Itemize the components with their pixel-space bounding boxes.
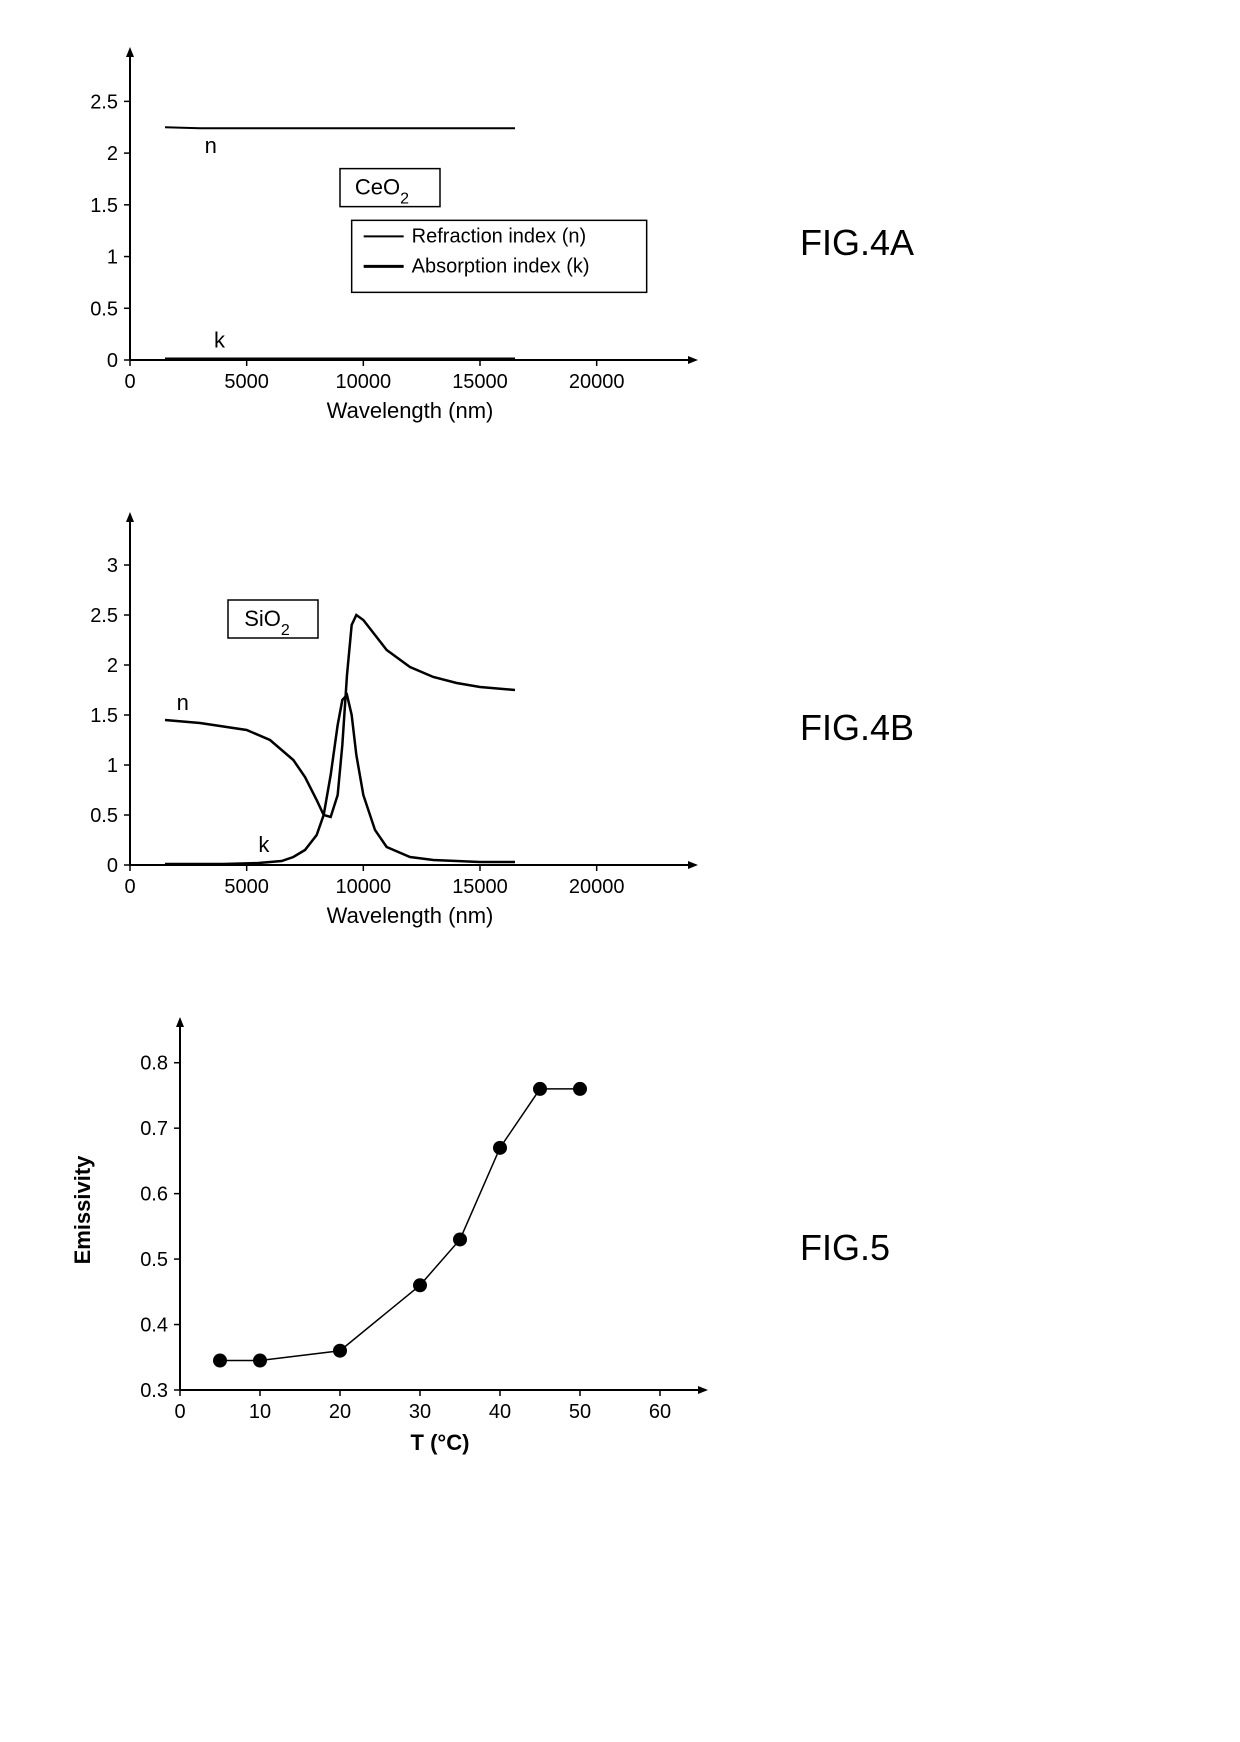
svg-text:0.3: 0.3: [140, 1380, 168, 1402]
svg-text:0.8: 0.8: [140, 1053, 168, 1075]
figure-5-label: FIG.5: [800, 1227, 890, 1269]
svg-text:0.5: 0.5: [90, 298, 118, 320]
chart-4a: 0 0.5 1 1.5 2 2.5 0 5000 10000 15000 20000 Waveleng…: [40, 40, 740, 445]
svg-text:0: 0: [124, 876, 135, 898]
svg-text:15000: 15000: [452, 876, 508, 898]
svg-text:1.5: 1.5: [90, 195, 118, 217]
svg-text:0.4: 0.4: [140, 1315, 168, 1337]
chart-5: 0.3 0.4 0.5 0.6 0.7 0.8 0 10 20 30 40 50 60 T (°C) Emi…: [40, 1010, 740, 1485]
svg-text:10: 10: [249, 1401, 271, 1423]
svg-text:0.7: 0.7: [140, 1118, 168, 1140]
svg-text:1.5: 1.5: [90, 705, 118, 727]
figure-4b-container: 0 0.5 1 1.5 2 2.5 3 0 5000 10000 15000 20000 Wavelen…: [40, 505, 1200, 950]
svg-text:50: 50: [569, 1401, 591, 1423]
svg-text:0.6: 0.6: [140, 1184, 168, 1206]
svg-text:20000: 20000: [569, 876, 625, 898]
svg-text:T (°C): T (°C): [411, 1430, 470, 1455]
svg-text:5000: 5000: [224, 876, 269, 898]
svg-text:Wavelength (nm): Wavelength (nm): [327, 398, 494, 423]
svg-text:20: 20: [329, 1401, 351, 1423]
chart-4b-svg: 0 0.5 1 1.5 2 2.5 3 0 5000 10000 15000 20000 Wavelen…: [40, 505, 740, 945]
figure-4b-label: FIG.4B: [800, 707, 914, 749]
svg-text:10000: 10000: [336, 371, 392, 393]
svg-text:2.5: 2.5: [90, 605, 118, 627]
svg-text:2: 2: [107, 655, 118, 677]
svg-text:30: 30: [409, 1401, 431, 1423]
figure-4a-label: FIG.4A: [800, 222, 914, 264]
svg-text:3: 3: [107, 555, 118, 577]
svg-text:k: k: [214, 328, 226, 353]
svg-text:Wavelength (nm): Wavelength (nm): [327, 903, 494, 928]
svg-text:15000: 15000: [452, 371, 508, 393]
svg-text:40: 40: [489, 1401, 511, 1423]
svg-text:0.5: 0.5: [140, 1249, 168, 1271]
svg-text:Refraction index (n): Refraction index (n): [412, 225, 587, 247]
svg-text:0.5: 0.5: [90, 805, 118, 827]
svg-text:10000: 10000: [336, 876, 392, 898]
chart-4a-svg: 0 0.5 1 1.5 2 2.5 0 5000 10000 15000 20000 Waveleng…: [40, 40, 740, 440]
svg-text:0: 0: [107, 350, 118, 372]
svg-text:n: n: [205, 133, 217, 158]
svg-text:Emissivity: Emissivity: [70, 1155, 95, 1265]
svg-text:1: 1: [107, 755, 118, 777]
svg-text:0: 0: [107, 855, 118, 877]
svg-text:20000: 20000: [569, 371, 625, 393]
svg-text:k: k: [258, 832, 270, 857]
chart-4b: 0 0.5 1 1.5 2 2.5 3 0 5000 10000 15000 20000 Wavelen…: [40, 505, 740, 950]
svg-text:1: 1: [107, 247, 118, 269]
svg-text:2.5: 2.5: [90, 91, 118, 113]
svg-text:n: n: [177, 690, 189, 715]
svg-text:2: 2: [107, 143, 118, 165]
svg-text:0: 0: [124, 371, 135, 393]
figure-4a-container: 0 0.5 1 1.5 2 2.5 0 5000 10000 15000 20000 Waveleng…: [40, 40, 1200, 445]
svg-text:5000: 5000: [224, 371, 269, 393]
chart-5-svg: 0.3 0.4 0.5 0.6 0.7 0.8 0 10 20 30 40 50 60 T (°C) Emi…: [40, 1010, 740, 1480]
figure-5-container: 0.3 0.4 0.5 0.6 0.7 0.8 0 10 20 30 40 50 60 T (°C) Emi…: [40, 1010, 1200, 1485]
svg-text:Absorption index (k): Absorption index (k): [412, 255, 590, 277]
svg-text:60: 60: [649, 1401, 671, 1423]
svg-text:0: 0: [174, 1401, 185, 1423]
